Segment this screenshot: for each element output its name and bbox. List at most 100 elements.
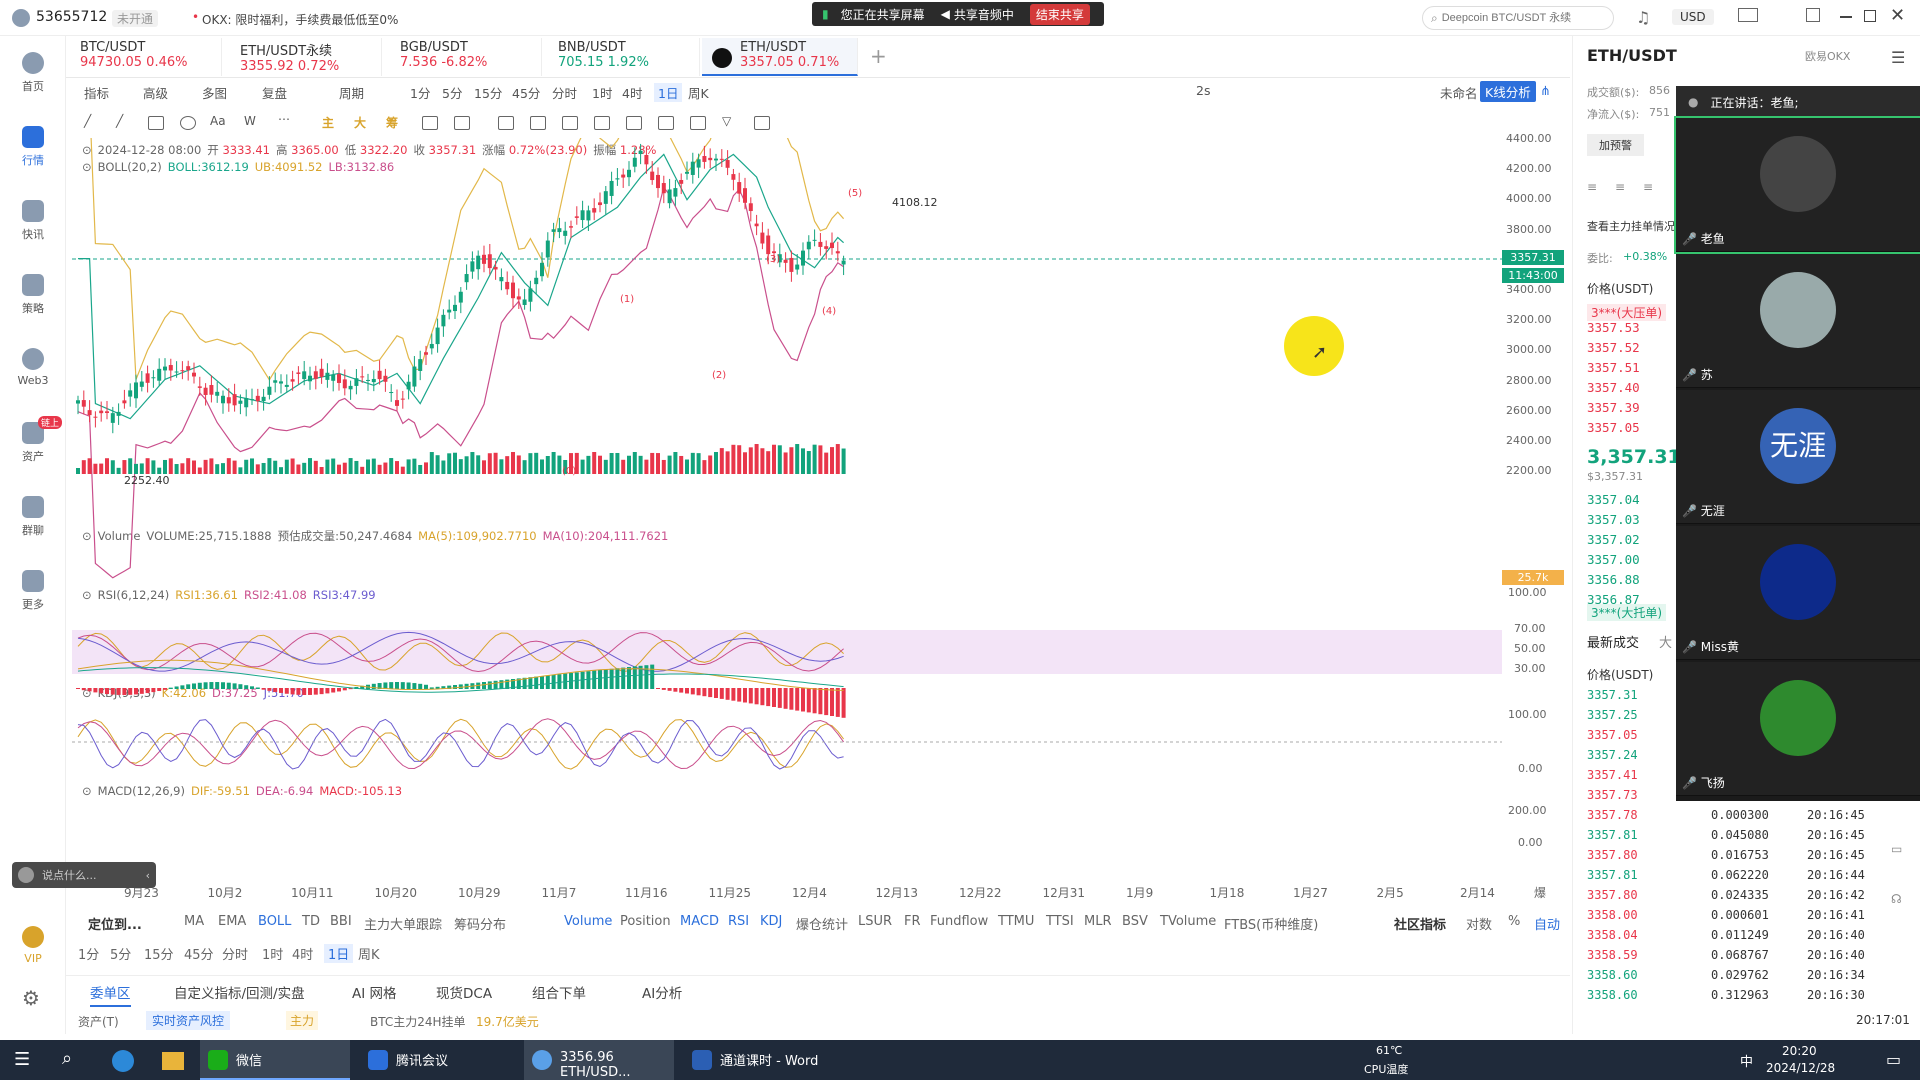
ask-row[interactable]: 3357.53: [1587, 320, 1640, 335]
hide-tool-icon[interactable]: [658, 116, 674, 130]
user-icon[interactable]: [12, 9, 30, 27]
tf-1d[interactable]: 1日: [654, 83, 683, 102]
sub-ftbs[interactable]: FTBS(币种维度): [1224, 918, 1319, 933]
brush-tool-icon[interactable]: [562, 116, 578, 130]
risk-control-button[interactable]: 实时资产风控: [146, 1011, 231, 1030]
sub-ttsi[interactable]: TTSI: [1046, 914, 1074, 929]
btf-5m[interactable]: 5分: [110, 948, 132, 963]
search-box[interactable]: ⌕: [1422, 6, 1614, 30]
auto-toggle[interactable]: 自动: [1534, 918, 1561, 933]
sub-position[interactable]: Position: [620, 914, 671, 929]
sub-liquidation[interactable]: 爆仓统计: [796, 918, 849, 933]
nav-strategy[interactable]: 策略: [0, 274, 66, 316]
chat-box[interactable]: 说点什么... ‹: [12, 862, 156, 888]
share-icon[interactable]: ⋔: [1540, 83, 1551, 98]
collapse-icon[interactable]: ⊙: [82, 143, 92, 157]
tab-bnb-usdt[interactable]: BNB/USDT 705.15 1.92%: [544, 38, 700, 76]
tf-15m[interactable]: 15分: [474, 86, 503, 101]
sub-fr[interactable]: FR: [904, 914, 921, 929]
tab-eth-usdt[interactable]: ETH/USDT 3357.05 0.71%: [702, 38, 858, 76]
bid-row[interactable]: 3357.02: [1587, 532, 1640, 547]
price-axis[interactable]: 4400.004200.004000.003800.003600.003400.…: [1506, 132, 1566, 518]
ask-row[interactable]: 3357.52: [1587, 340, 1640, 355]
ind-big-order[interactable]: 主力大单跟踪: [364, 918, 443, 933]
tab-ai-analysis[interactable]: AI分析: [642, 986, 683, 1002]
candlestick-chart[interactable]: [72, 138, 1570, 878]
btf-time[interactable]: 分时: [222, 948, 249, 963]
wave-tool-icon[interactable]: W: [244, 114, 256, 128]
ind-chip[interactable]: 筹码分布: [454, 918, 507, 933]
copy-tool-icon[interactable]: [498, 116, 514, 130]
close-icon[interactable]: ✕: [1890, 5, 1906, 26]
nav-news[interactable]: 快讯: [0, 200, 66, 242]
nav-assets[interactable]: 资产 链上: [0, 416, 66, 464]
sub-kdj[interactable]: KDJ: [760, 914, 783, 929]
btf-45m[interactable]: 45分: [184, 948, 214, 963]
big-order-toggle[interactable]: 大: [354, 116, 367, 130]
bid-row[interactable]: 3356.87: [1587, 592, 1640, 607]
search-taskbar-icon[interactable]: ⌕: [62, 1048, 73, 1069]
share-audio-button[interactable]: 共享音频中: [953, 7, 1014, 22]
period-select[interactable]: 周期: [339, 86, 365, 101]
kdj-eye-icon[interactable]: ⊙: [82, 686, 92, 700]
check-main-orders[interactable]: 查看主力挂单情况: [1587, 220, 1675, 233]
orderbook-view-icon[interactable]: ≡: [1587, 180, 1598, 194]
time-axis[interactable]: 9月23 10月2 10月11 10月20 10月29 11月7 11月16 11月25 12月…: [72, 884, 1570, 902]
bid-row[interactable]: 3357.03: [1587, 512, 1640, 527]
nav-market[interactable]: 行情: [0, 126, 66, 168]
start-menu-icon[interactable]: ☰: [14, 1049, 31, 1070]
chat-collapse-icon[interactable]: ‹: [145, 868, 150, 882]
bid-big-order[interactable]: 3***(大托单): [1587, 604, 1666, 621]
ind-boll[interactable]: BOLL: [258, 914, 292, 929]
chart-area[interactable]: ⊙ 2024-12-28 08:00 开 3333.41 高 3365.00 低…: [72, 132, 1570, 900]
orderbook-buy-icon[interactable]: ≡: [1615, 180, 1626, 194]
ask-row[interactable]: 3357.39: [1587, 400, 1640, 415]
panel-exchange[interactable]: 欧易OKX: [1805, 50, 1851, 63]
multi-chart-button[interactable]: 多图: [202, 86, 228, 101]
participant-tile[interactable]: 无涯 🎤 无涯: [1676, 390, 1920, 524]
bell-icon[interactable]: ♫: [1636, 8, 1651, 27]
ruler-tool-icon[interactable]: [594, 116, 610, 130]
notification-icon[interactable]: ▭: [1886, 1050, 1902, 1069]
participant-tile[interactable]: 🎤 老鱼: [1674, 116, 1920, 254]
tf-5m[interactable]: 5分: [442, 86, 463, 101]
restore-icon[interactable]: [1806, 8, 1820, 22]
volume-eye-icon[interactable]: ⊙: [82, 529, 92, 543]
sub-rsi[interactable]: RSI: [728, 914, 750, 929]
line-tool-icon[interactable]: ╱: [84, 114, 92, 128]
ind-ma[interactable]: MA: [184, 914, 205, 929]
ray-tool-icon[interactable]: ╱: [116, 114, 124, 128]
tab-eth-usdt-perp[interactable]: ETH/USDT永续 3355.92 0.72%: [226, 38, 382, 76]
notice-text[interactable]: OKX: 限时福利，手续费最低低至0%: [202, 13, 399, 27]
log-toggle[interactable]: 对数: [1466, 918, 1493, 933]
currency-select[interactable]: USD: [1672, 9, 1714, 25]
ind-ema[interactable]: EMA: [218, 914, 247, 929]
tf-week[interactable]: 周K: [688, 86, 709, 101]
nav-vip[interactable]: VIP: [0, 926, 66, 965]
tf-time[interactable]: 分时: [552, 86, 578, 101]
sub-bsv[interactable]: BSV: [1122, 914, 1148, 929]
pen-tool-icon[interactable]: [530, 116, 546, 130]
sub-ttmu[interactable]: TTMU: [998, 914, 1035, 929]
taskbar-app-word[interactable]: 通道课时 - Word: [684, 1040, 834, 1080]
sub-macd[interactable]: MACD: [680, 914, 719, 929]
ask-row[interactable]: 3357.51: [1587, 360, 1640, 375]
account-badge[interactable]: 未开通: [112, 10, 159, 27]
tab-bgb-usdt[interactable]: BGB/USDT 7.536 -6.82%: [386, 38, 542, 76]
panel-layout-icon[interactable]: ▭: [1891, 842, 1903, 856]
layout-name-select[interactable]: 未命名: [1440, 86, 1478, 101]
tab-spot-dca[interactable]: 现货DCA: [436, 986, 493, 1002]
advanced-button[interactable]: 高级: [143, 86, 169, 101]
tab-custom-indicators[interactable]: 自定义指标/回测/实盘: [174, 986, 305, 1002]
trades-tab[interactable]: 最新成交: [1587, 636, 1640, 651]
more-tools-icon[interactable]: ⋯: [278, 112, 290, 126]
text-tool-icon[interactable]: Aa: [210, 114, 226, 128]
minimize-icon[interactable]: [1840, 16, 1852, 18]
taskbar-app-wechat[interactable]: 微信: [200, 1040, 350, 1080]
tab-btc-usdt[interactable]: BTC/USDT 94730.05 0.46%: [66, 38, 222, 76]
ime-indicator[interactable]: 中: [1740, 1055, 1754, 1070]
orderbook-sell-icon[interactable]: ≡: [1643, 180, 1654, 194]
eye-icon[interactable]: ⊙: [82, 160, 92, 174]
explorer-icon[interactable]: [162, 1052, 184, 1070]
sub-mlr[interactable]: MLR: [1084, 914, 1112, 929]
